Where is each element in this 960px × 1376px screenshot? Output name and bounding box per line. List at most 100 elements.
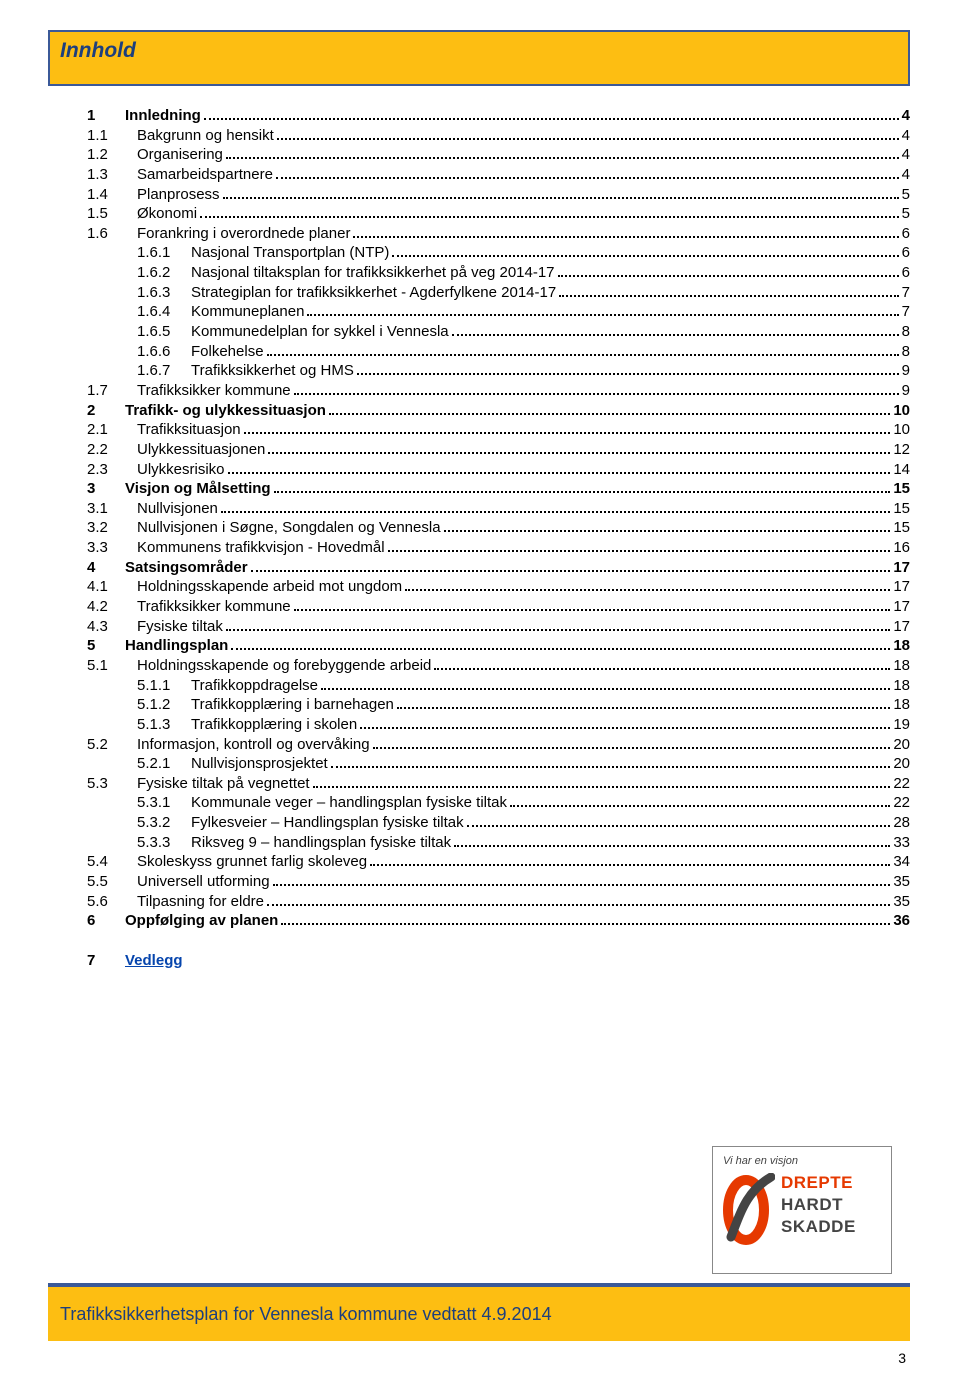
toc-entry[interactable]: 1.6.5Kommunedelplan for sykkel i Vennesl… [87,322,910,342]
toc-entry[interactable]: 5.1.1Trafikkoppdragelse18 [87,676,910,696]
toc-entry[interactable]: 5.2.1Nullvisjonsprosjektet20 [87,754,910,774]
toc-label: Trafikksituasjon [137,420,241,440]
toc-label: Holdningsskapende arbeid mot ungdom [137,577,402,597]
toc-entry[interactable]: 5.1.2Trafikkopplæring i barnehagen18 [87,695,910,715]
toc-page: 12 [893,440,910,460]
toc-page: 4 [902,106,910,126]
footer-text: Trafikksikkerhetsplan for Vennesla kommu… [60,1304,552,1325]
toc-entry[interactable]: 5.2Informasjon, kontroll og overvåking20 [87,735,910,755]
toc-leader-dots [223,197,899,199]
toc-entry[interactable]: 1.7Trafikksikker kommune9 [87,381,910,401]
footer-bar: Trafikksikkerhetsplan for Vennesla kommu… [48,1285,910,1341]
toc-entry[interactable]: 3Visjon og Målsetting15 [87,479,910,499]
toc-entry[interactable]: 1.4Planprosess5 [87,185,910,205]
toc-number: 3.1 [87,499,137,519]
toc-entry[interactable]: 2Trafikk- og ulykkessituasjon10 [87,401,910,421]
logo-words: DREPTE HARDT SKADDE [781,1173,856,1237]
toc-entry[interactable]: 1.6.7Trafikksikkerhet og HMS9 [87,361,910,381]
toc-entry[interactable]: 1.3Samarbeidspartnere4 [87,165,910,185]
toc-label: Universell utforming [137,872,270,892]
toc-leader-dots [226,629,890,631]
logo-word-3: SKADDE [781,1217,856,1237]
toc-label: Forankring i overordnede planer [137,224,350,244]
toc-label: Fylkesveier – Handlingsplan fysiske tilt… [191,813,464,833]
toc-entry[interactable]: 4.1Holdningsskapende arbeid mot ungdom17 [87,577,910,597]
toc-page: 7 [902,283,910,303]
toc-entry[interactable]: 1.6.2Nasjonal tiltaksplan for trafikksik… [87,263,910,283]
toc-entry[interactable]: 3.3Kommunens trafikkvisjon - Hovedmål16 [87,538,910,558]
toc-entry[interactable]: 2.1Trafikksituasjon10 [87,420,910,440]
toc-number: 4.3 [87,617,137,637]
toc-entry[interactable]: 3.2Nullvisjonen i Søgne, Songdalen og Ve… [87,518,910,538]
toc-label: Riksveg 9 – handlingsplan fysiske tiltak [191,833,451,853]
logo-word-2: HARDT [781,1195,856,1215]
toc-number: 1.3 [87,165,137,185]
toc-page: 15 [893,499,910,519]
toc-leader-dots [226,157,899,159]
toc-number: 5.4 [87,852,137,872]
toc-entry[interactable]: 1.1Bakgrunn og hensikt4 [87,126,910,146]
toc-entry[interactable]: 4.3Fysiske tiltak17 [87,617,910,637]
toc-label: Nullvisjonen [137,499,218,519]
toc-leader-dots [357,373,899,375]
toc-label: Trafikksikker kommune [137,381,291,401]
toc-entry[interactable]: 5.3.3Riksveg 9 – handlingsplan fysiske t… [87,833,910,853]
toc-entry[interactable]: 1.5Økonomi5 [87,204,910,224]
toc-entry[interactable]: 5.4Skoleskyss grunnet farlig skoleveg34 [87,852,910,872]
toc-entry[interactable]: 5.1Holdningsskapende og forebyggende arb… [87,656,910,676]
toc-number: 5.3.3 [137,833,191,853]
toc-entry[interactable]: 5.3.1Kommunale veger – handlingsplan fys… [87,793,910,813]
toc-number: 1.6 [87,224,137,244]
toc-entry[interactable]: 1.6.1Nasjonal Transportplan (NTP)6 [87,243,910,263]
toc-number: 1.4 [87,185,137,205]
toc-number: 5.1.2 [137,695,191,715]
toc-entry[interactable]: 1.6Forankring i overordnede planer6 [87,224,910,244]
toc-page: 35 [893,892,910,912]
toc-number: 3 [87,479,125,499]
toc-number: 5.1.3 [137,715,191,735]
toc-entry[interactable]: 1.2Organisering4 [87,145,910,165]
toc-label: Organisering [137,145,223,165]
toc-label: Satsingsområder [125,558,248,578]
toc-label: Kommunale veger – handlingsplan fysiske … [191,793,507,813]
toc-entry[interactable]: 1.6.4Kommuneplanen7 [87,302,910,322]
toc-entry-vedlegg[interactable]: 7Vedlegg [87,951,910,971]
toc-leader-dots [373,747,891,749]
toc-label: Folkehelse [191,342,264,362]
toc-number: 5.3 [87,774,137,794]
page-title: Innhold [60,39,136,62]
toc-leader-dots [204,118,899,120]
toc-number: 1 [87,106,125,126]
toc-entry[interactable]: 6Oppfølging av planen36 [87,911,910,931]
toc-number: 4.1 [87,577,137,597]
toc-entry[interactable]: 5.6Tilpasning for eldre35 [87,892,910,912]
toc-entry[interactable]: 5.3Fysiske tiltak på vegnettet22 [87,774,910,794]
toc-label: Vedlegg [125,951,183,971]
toc-entry[interactable]: 5.5Universell utforming35 [87,872,910,892]
toc-entry[interactable]: 4Satsingsområder17 [87,558,910,578]
toc-entry[interactable]: 5.1.3Trafikkopplæring i skolen19 [87,715,910,735]
toc-page: 17 [893,597,910,617]
toc-entry[interactable]: 5Handlingsplan18 [87,636,910,656]
toc-entry[interactable]: 1.6.3Strategiplan for trafikksikkerhet -… [87,283,910,303]
toc-entry[interactable]: 1.6.6Folkehelse8 [87,342,910,362]
toc-leader-dots [267,904,890,906]
toc-page: 18 [893,695,910,715]
toc-label: Visjon og Målsetting [125,479,271,499]
toc-label: Informasjon, kontroll og overvåking [137,735,370,755]
toc-label: Nullvisjonsprosjektet [191,754,328,774]
toc-label: Trafikksikkerhet og HMS [191,361,354,381]
toc-entry[interactable]: 2.2Ulykkessituasjonen12 [87,440,910,460]
toc-number: 1.6.4 [137,302,191,322]
toc-entry[interactable]: 4.2Trafikksikker kommune17 [87,597,910,617]
toc-label: Oppfølging av planen [125,911,278,931]
toc-entry[interactable]: 3.1Nullvisjonen 15 [87,499,910,519]
toc-entry[interactable]: 5.3.2Fylkesveier – Handlingsplan fysiske… [87,813,910,833]
toc-leader-dots [558,275,899,277]
toc-entry[interactable]: 2.3Ulykkesrisiko14 [87,460,910,480]
toc-label: Kommuneplanen [191,302,304,322]
toc-entry[interactable]: 1Innledning4 [87,106,910,126]
toc-label: Ulykkesrisiko [137,460,225,480]
toc-page: 4 [902,145,910,165]
toc-page: 14 [893,460,910,480]
